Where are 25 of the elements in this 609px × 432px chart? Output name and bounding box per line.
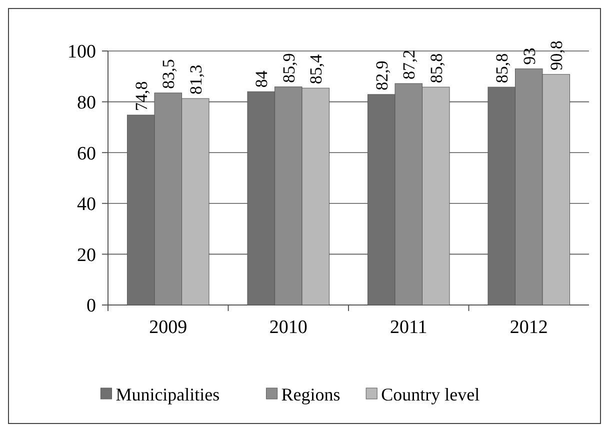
legend-label: Country level	[381, 384, 480, 404]
data-label: 85,9	[279, 53, 298, 83]
data-label: 74,8	[132, 81, 151, 112]
x-tick-label: 2009	[149, 317, 188, 338]
data-label: 90,8	[547, 40, 566, 70]
y-tick-label: 20	[77, 244, 96, 266]
y-tick-label: 40	[77, 194, 96, 216]
legend-label: Municipalities	[116, 384, 220, 404]
y-tick-label: 0	[86, 296, 96, 317]
data-label: 85,8	[492, 53, 512, 84]
x-tick-label: 2011	[390, 317, 428, 338]
data-label: 87,2	[400, 50, 419, 80]
data-label: 83,5	[159, 59, 178, 89]
data-label: 85,4	[306, 54, 326, 84]
x-tick-label: 2010	[269, 317, 308, 338]
y-tick-label: 60	[77, 143, 96, 164]
legend-label: Regions	[281, 384, 340, 404]
data-label: 81,3	[186, 64, 206, 94]
y-tick-label: 100	[68, 42, 96, 63]
data-label: 85,8	[426, 53, 446, 84]
data-label: 82,9	[372, 60, 392, 90]
y-tick-label: 80	[77, 92, 96, 114]
data-label: 93	[520, 48, 539, 65]
x-tick-label: 2012	[510, 317, 548, 338]
data-label: 84	[252, 70, 272, 88]
